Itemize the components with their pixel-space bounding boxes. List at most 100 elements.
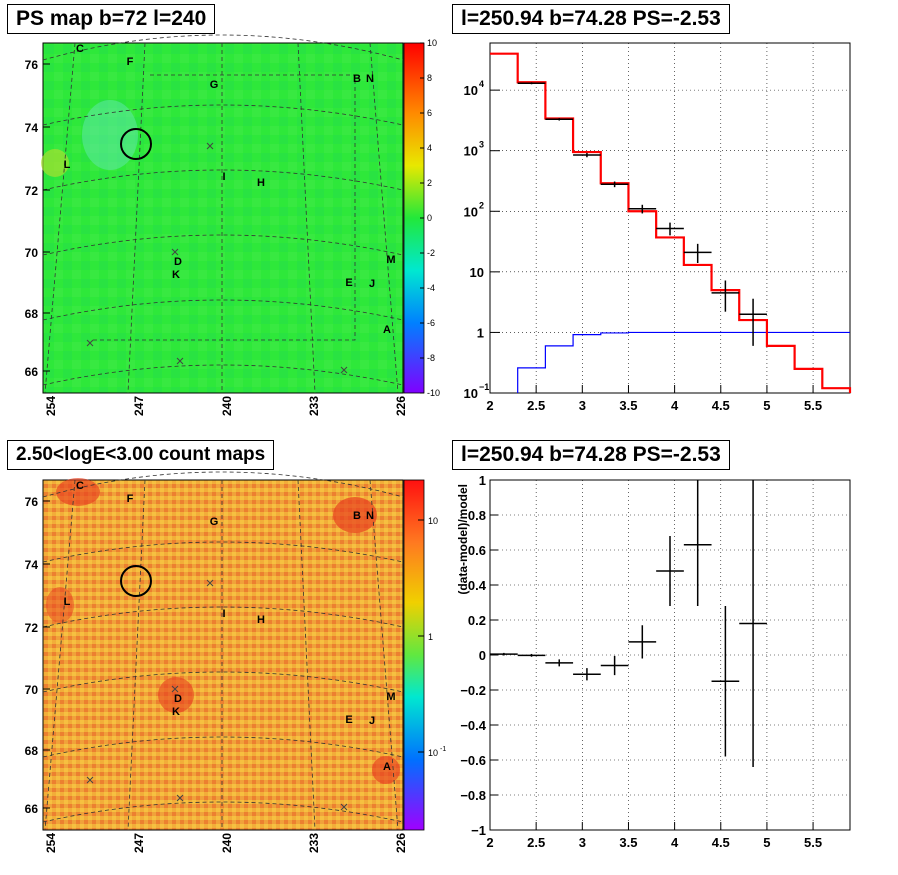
source-label-b: B bbox=[353, 73, 361, 85]
lat-tick-label: 70 bbox=[25, 246, 39, 260]
spectrum-title: l=250.94 b=74.28 PS=-2.53 bbox=[452, 4, 730, 34]
source-label-n: N bbox=[366, 73, 374, 85]
spectrum-plot-area bbox=[489, 42, 851, 394]
source-label-a: A bbox=[383, 761, 391, 773]
count-map-markers bbox=[86, 579, 348, 811]
ps-colorbar-ticks: 10 8 6 4 2 0 -2 -4 -6 -8 -10 bbox=[420, 38, 440, 398]
residual-x-tick-label: 4 bbox=[671, 835, 679, 850]
residual-y-tick-label: 0.2 bbox=[468, 613, 486, 628]
source-label-d: D bbox=[174, 256, 182, 268]
residual-panel: 2 2.5 3 3.5 4 4.5 5 5.5 1 0.8 0.6 0.4 0.2 0 −0.2 −0.4 −0… bbox=[456, 473, 851, 850]
residual-x-tick-label: 5.5 bbox=[804, 835, 822, 850]
lon-tick-label: 240 bbox=[220, 396, 234, 416]
lon-tick-label: 233 bbox=[307, 833, 321, 853]
count-colorbar-tick-label: 10 bbox=[428, 748, 438, 758]
ps-map-area bbox=[42, 42, 404, 394]
residual-axes: 2 2.5 3 3.5 4 4.5 5 5.5 1 0.8 0.6 0.4 0.2 0 −0.2 −0.4 −0… bbox=[456, 473, 822, 850]
spectrum-x-tick-label: 5.5 bbox=[804, 398, 822, 413]
spectrum-y-tick-exponent: 4 bbox=[479, 79, 484, 89]
ps-colorbar-tick-label: 8 bbox=[427, 73, 432, 83]
source-label-i: I bbox=[222, 171, 225, 183]
source-label-l: L bbox=[64, 596, 71, 608]
residual-y-tick-label: 0 bbox=[479, 648, 486, 663]
source-label-f: F bbox=[127, 56, 134, 68]
residual-x-tick-label: 2 bbox=[486, 835, 493, 850]
ps-colorbar-tick-label: -6 bbox=[427, 318, 435, 328]
source-label-g: G bbox=[210, 79, 219, 91]
count-map-hot-spot-bn bbox=[333, 497, 377, 533]
spectrum-x-tick-label: 2.5 bbox=[527, 398, 545, 413]
residual-y-tick-label: −0.6 bbox=[460, 753, 486, 768]
x-marker bbox=[206, 579, 214, 587]
lat-tick-label: 72 bbox=[25, 184, 39, 198]
residual-x-tick-label: 4.5 bbox=[712, 835, 730, 850]
source-label-a: A bbox=[383, 324, 391, 336]
count-map-hot-spot-l bbox=[46, 587, 74, 623]
ps-colorbar-tick-label: 6 bbox=[427, 108, 432, 118]
ps-colorbar-tick-label: 0 bbox=[427, 213, 432, 223]
source-label-c: C bbox=[76, 480, 84, 492]
source-label-k: K bbox=[172, 706, 180, 718]
residual-y-tick-label: −1 bbox=[471, 823, 486, 838]
spectrum-y-tick-label: 10 bbox=[464, 83, 478, 98]
residual-x-tick-label: 3 bbox=[579, 835, 586, 850]
count-colorbar-tick-label: 10 bbox=[428, 516, 438, 526]
count-colorbar-tick-label: 1 bbox=[428, 632, 433, 642]
count-map-source-circle bbox=[120, 565, 152, 597]
count-colorbar-tick-exponent: -1 bbox=[440, 746, 446, 753]
count-map-hot-spot-c bbox=[56, 478, 100, 506]
ps-map-yellow-spot bbox=[41, 149, 69, 177]
ps-colorbar-tick-label: -8 bbox=[427, 353, 435, 363]
source-label-e: E bbox=[345, 277, 352, 289]
residual-y-axis-label: (data-model)/model bbox=[456, 484, 470, 595]
ps-colorbar-tick-label: 4 bbox=[427, 143, 432, 153]
lon-tick-label: 254 bbox=[44, 833, 58, 853]
ps-colorbar-tick-label: -2 bbox=[427, 248, 435, 258]
model-step-line bbox=[490, 52, 852, 393]
count-map-area bbox=[42, 479, 404, 831]
spectrum-y-tick-label: 10 bbox=[464, 386, 478, 401]
ps-map-lat-axis: 76 74 72 70 68 66 bbox=[25, 58, 50, 379]
ps-map-markers bbox=[86, 142, 348, 374]
spectrum-y-tick-label: 10 bbox=[470, 265, 484, 280]
spectrum-x-tick-label: 5 bbox=[763, 398, 770, 413]
residual-title: l=250.94 b=74.28 PS=-2.53 bbox=[452, 440, 730, 470]
residual-y-tick-label: 0.4 bbox=[468, 578, 487, 593]
ps-map-source-circle bbox=[120, 128, 152, 160]
lat-tick-label: 68 bbox=[25, 307, 39, 321]
x-marker bbox=[176, 794, 184, 802]
count-map-panel: C F G B N L I H DK E JM A 76 74 72 70 68 66 254 247 240 233… bbox=[25, 471, 446, 853]
x-marker bbox=[86, 776, 94, 784]
count-map-title: 2.50<logE<3.00 count maps bbox=[7, 440, 275, 470]
residual-y-tick-label: −0.8 bbox=[460, 788, 486, 803]
x-marker bbox=[86, 339, 94, 347]
residual-y-tick-label: −0.2 bbox=[460, 683, 486, 698]
lon-tick-label: 226 bbox=[394, 396, 408, 416]
ps-map-grid bbox=[42, 34, 404, 394]
count-map-lon-axis: 254 247 240 233 226 bbox=[44, 833, 408, 853]
ps-map-lon-axis: 254 247 240 233 226 bbox=[44, 396, 408, 416]
lon-tick-label: 233 bbox=[307, 396, 321, 416]
ps-colorbar-tick-label: -10 bbox=[427, 388, 440, 398]
lon-tick-label: 240 bbox=[220, 833, 234, 853]
residual-x-tick-label: 5 bbox=[763, 835, 770, 850]
ps-colorbar-tick-label: 10 bbox=[427, 38, 437, 48]
residual-series bbox=[490, 480, 767, 767]
lat-tick-label: 76 bbox=[25, 58, 39, 72]
spectrum-x-tick-label: 4.5 bbox=[712, 398, 730, 413]
source-label-c: C bbox=[76, 43, 84, 55]
spectrum-series bbox=[490, 52, 852, 393]
lon-tick-label: 226 bbox=[394, 833, 408, 853]
source-label-b: B bbox=[353, 510, 361, 522]
ps-colorbar-tick-label: 2 bbox=[427, 178, 432, 188]
source-label-m: M bbox=[386, 254, 395, 266]
spectrum-y-tick-label: 10 bbox=[464, 204, 478, 219]
residual-x-tick-label: 3.5 bbox=[619, 835, 637, 850]
lat-tick-label: 66 bbox=[25, 365, 39, 379]
lat-tick-label: 74 bbox=[25, 558, 39, 572]
lon-tick-label: 254 bbox=[44, 396, 58, 416]
